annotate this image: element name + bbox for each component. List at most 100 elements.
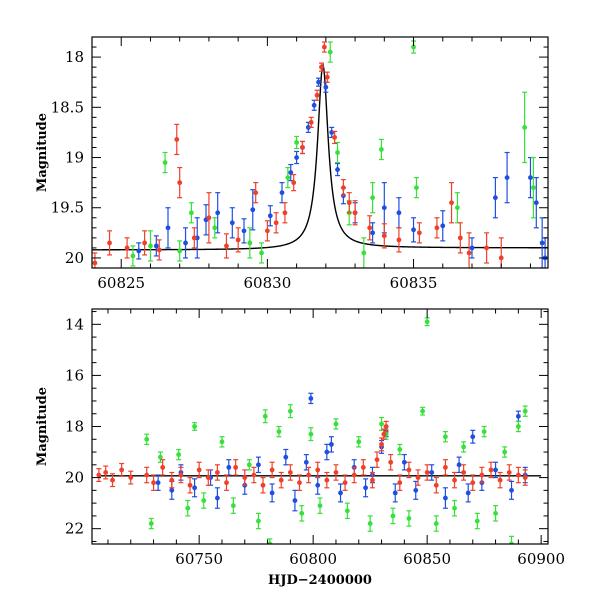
bottom-x-tick-label: 60850 (403, 550, 451, 568)
bottom-red-point (369, 471, 375, 489)
top-red-point (449, 182, 455, 224)
top-red-point (124, 237, 130, 259)
top-green-point (212, 217, 218, 239)
bottom-red-point (415, 469, 421, 486)
bottom-green-point (276, 425, 282, 438)
bottom-blue-point (292, 489, 298, 512)
bottom-blue-point (456, 456, 462, 474)
bottom-red-point (128, 470, 134, 485)
top-green-point (130, 245, 136, 267)
bottom-red-point (433, 476, 439, 494)
bottom-red-point (169, 471, 175, 489)
top-red-point (434, 217, 440, 239)
bottom-red-point (488, 461, 494, 479)
bottom-green-point (461, 441, 467, 453)
bottom-green-point (406, 510, 412, 527)
top-green-point (522, 91, 528, 164)
top-green-point (294, 135, 300, 150)
bottom-green-point (262, 409, 268, 424)
bottom-green-point (474, 512, 480, 530)
bottom-red-point (205, 469, 211, 486)
top-blue-point (153, 235, 159, 257)
bottom-green-point (502, 446, 508, 458)
bottom-red-point (233, 459, 239, 476)
top-red-point (381, 223, 387, 249)
bottom-blue-point (214, 487, 220, 509)
bottom-blue-point (338, 483, 344, 503)
top-y-tick-label: 19 (65, 149, 84, 167)
top-blue-point (279, 182, 285, 204)
top-green-point (454, 192, 460, 224)
bottom-red-point (306, 466, 312, 484)
top-red-point (223, 233, 229, 259)
top-green-point (335, 141, 341, 164)
top-model-curve (92, 62, 548, 251)
bottom-green-point (493, 505, 499, 522)
bottom-red-point (381, 428, 387, 440)
top-x-tick-label: 60825 (97, 274, 145, 292)
top-blue-point (411, 217, 417, 243)
top-blue-point (294, 150, 300, 165)
top-red-point (291, 173, 297, 192)
top-blue-point (527, 156, 533, 199)
bottom-red-point (187, 476, 193, 494)
top-red-point (324, 71, 330, 83)
bottom-red-point (497, 471, 503, 489)
top-blue-point (370, 222, 376, 244)
top-red-point (484, 232, 490, 264)
top-blue-point (165, 207, 171, 249)
top-panel: 60825 60830 60835 18 18.5 19 19.5 20 Magnitude (35, 36, 549, 292)
top-blue-point (469, 237, 475, 259)
top-red-point (177, 166, 183, 199)
bottom-green-point (287, 404, 293, 419)
bottom-green-point (452, 499, 458, 517)
bottom-green-point (246, 459, 252, 471)
bottom-y-tick-label: 16 (65, 366, 84, 384)
top-red-point (416, 222, 422, 244)
bottom-blue-point (442, 487, 448, 509)
top-blue-point (533, 177, 539, 229)
bottom-red-point (379, 437, 385, 452)
bottom-red-point (103, 465, 109, 480)
top-green-point (413, 177, 419, 199)
bottom-red-point (144, 466, 150, 484)
bottom-green-point (420, 406, 426, 416)
top-blue-point (539, 217, 545, 268)
top-green-point (162, 151, 168, 174)
bottom-green-point (522, 405, 528, 417)
top-red-point (299, 140, 305, 155)
bottom-red-point (479, 466, 485, 484)
bottom-y-tick-label: 14 (65, 315, 84, 333)
bottom-blue-point (226, 459, 232, 476)
top-red-point (282, 202, 288, 224)
top-green-point (327, 41, 333, 63)
bottom-blue-point (429, 464, 435, 481)
bottom-blue-point (509, 480, 515, 500)
bottom-blue-point (465, 483, 471, 503)
bottom-green-point (219, 436, 225, 448)
bottom-y-tick-label: 20 (65, 469, 84, 487)
bottom-red-point (196, 461, 202, 479)
top-red-point (396, 227, 402, 253)
top-red-point (498, 237, 504, 268)
top-red-point (308, 116, 314, 128)
bottom-green-point (157, 451, 163, 463)
bottom-green-point (192, 422, 198, 431)
top-red-point (332, 130, 338, 145)
bottom-red-point (461, 464, 467, 481)
bottom-red-point (119, 462, 125, 477)
top-green-point (370, 182, 376, 214)
bottom-x-tick-label: 60750 (175, 550, 223, 568)
bottom-red-point (269, 461, 275, 479)
bottom-green-point (308, 427, 314, 442)
top-red-point (321, 41, 327, 53)
top-blue-point (267, 205, 273, 227)
top-blue-point (316, 77, 322, 87)
bottom-green-point (356, 436, 362, 448)
top-green-point (285, 166, 291, 189)
bottom-red-point (315, 461, 321, 479)
bottom-blue-point (255, 456, 261, 474)
bottom-red-point (251, 466, 257, 484)
bottom-red-point (388, 453, 394, 471)
